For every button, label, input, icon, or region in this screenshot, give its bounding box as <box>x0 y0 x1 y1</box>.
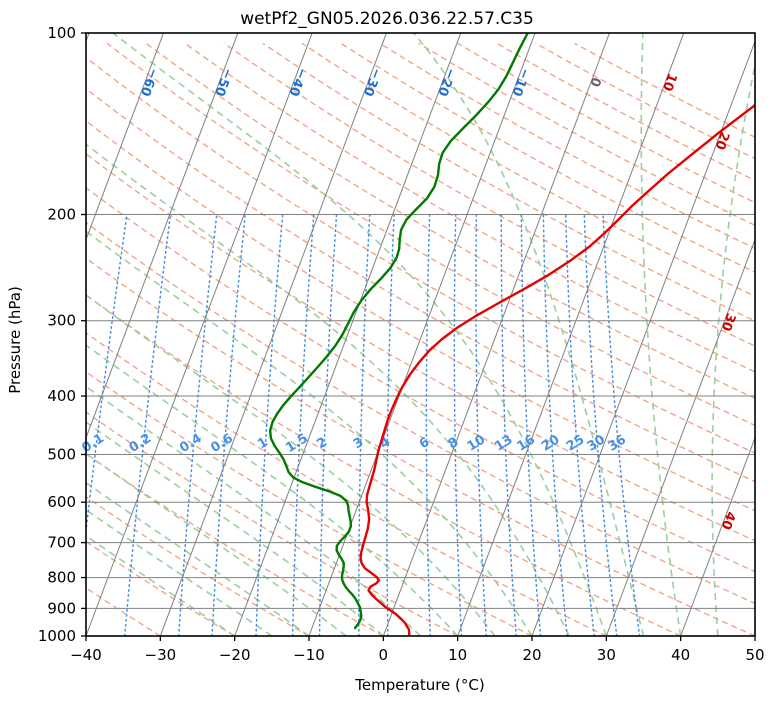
x-tick-label: −30 <box>145 646 177 664</box>
x-tick-label: 20 <box>522 646 541 664</box>
x-tick-label: −10 <box>293 646 325 664</box>
x-tick-label: 50 <box>745 646 764 664</box>
y-tick-label: 1000 <box>38 627 76 645</box>
x-tick-label: −40 <box>70 646 102 664</box>
dewpoint-profile-line <box>268 33 529 630</box>
y-tick-label: 500 <box>47 445 76 463</box>
y-tick-label: 900 <box>47 599 76 617</box>
isotherm-label: 10 <box>659 71 679 93</box>
plot-background <box>86 33 755 636</box>
axis-tick-labels: −40 −30 −20 −10 0 10 20 30 40 50 100 200 300 400 500 60… <box>38 24 765 664</box>
x-tick-label: 10 <box>448 646 467 664</box>
x-tick-label: 40 <box>671 646 690 664</box>
page-title: wetPf2_GN05.2026.036.22.57.C35 <box>240 9 534 29</box>
y-axis-label: Pressure (hPa) <box>6 286 24 394</box>
y-tick-label: 700 <box>47 534 76 552</box>
axes-frame <box>81 32 756 641</box>
y-tick-label: 400 <box>47 387 76 405</box>
x-tick-label: 0 <box>379 646 389 664</box>
y-tick-label: 100 <box>47 24 76 42</box>
sounding-profiles <box>268 33 755 636</box>
isobar-lines <box>86 33 755 636</box>
isotherm-label: 40 <box>718 509 738 531</box>
isotherm-label: 30 <box>718 311 738 333</box>
temperature-profile-line <box>359 103 755 636</box>
y-tick-label: 600 <box>47 493 76 511</box>
dry-adiabat-lines <box>86 42 755 636</box>
x-tick-label: 30 <box>597 646 616 664</box>
x-axis-label: Temperature (°C) <box>354 676 484 694</box>
isotherm-lines <box>86 33 755 636</box>
y-tick-label: 300 <box>47 312 76 330</box>
x-tick-label: −20 <box>219 646 251 664</box>
y-tick-label: 800 <box>47 569 76 587</box>
y-tick-label: 200 <box>47 206 76 224</box>
